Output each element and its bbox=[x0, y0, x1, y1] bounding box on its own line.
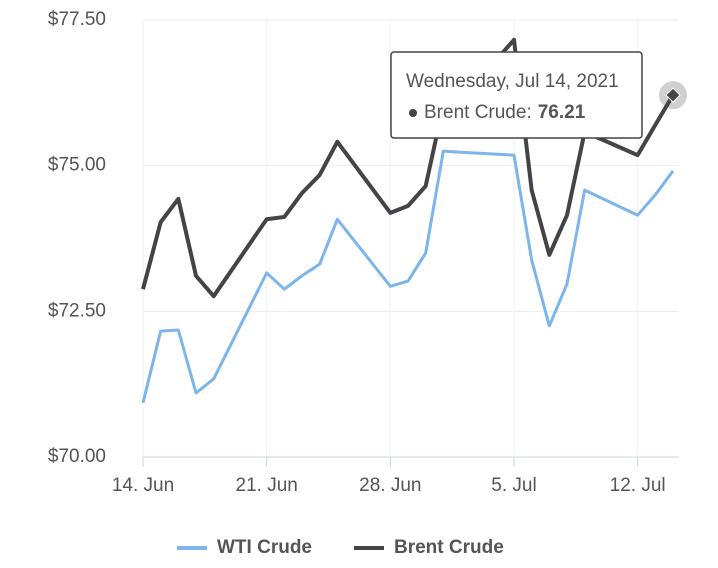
x-tick-label: 21. Jun bbox=[236, 475, 298, 496]
series-line bbox=[141, 37, 675, 299]
x-tick-label: 14. Jun bbox=[112, 475, 174, 496]
x-tick-label: 5. Jul bbox=[491, 475, 536, 496]
y-tick-label: $77.50 bbox=[48, 9, 106, 30]
legend-label[interactable]: Brent Crude bbox=[394, 537, 504, 558]
series-line bbox=[141, 149, 675, 404]
x-tick-label: 28. Jun bbox=[359, 475, 421, 496]
x-tick-label: 12. Jul bbox=[610, 475, 666, 496]
tooltip-text: Brent Crude: 76.21 bbox=[424, 102, 586, 123]
hover-marker bbox=[665, 87, 681, 103]
y-tick-label: $72.50 bbox=[48, 300, 106, 321]
tooltip-dot bbox=[409, 109, 417, 117]
tooltip-series: Brent Crude: bbox=[424, 102, 532, 123]
tooltip-header: Wednesday, Jul 14, 2021 bbox=[406, 71, 619, 92]
y-tick-label: $75.00 bbox=[48, 155, 106, 176]
legend-label[interactable]: WTI Crude bbox=[217, 537, 312, 558]
tooltip-box bbox=[390, 51, 643, 139]
y-tick-label: $70.00 bbox=[48, 446, 106, 467]
tooltip-value: 76.21 bbox=[538, 102, 586, 123]
tooltip: Wednesday, Jul 14, 2021 Brent Crude: 76.21 bbox=[390, 51, 643, 139]
